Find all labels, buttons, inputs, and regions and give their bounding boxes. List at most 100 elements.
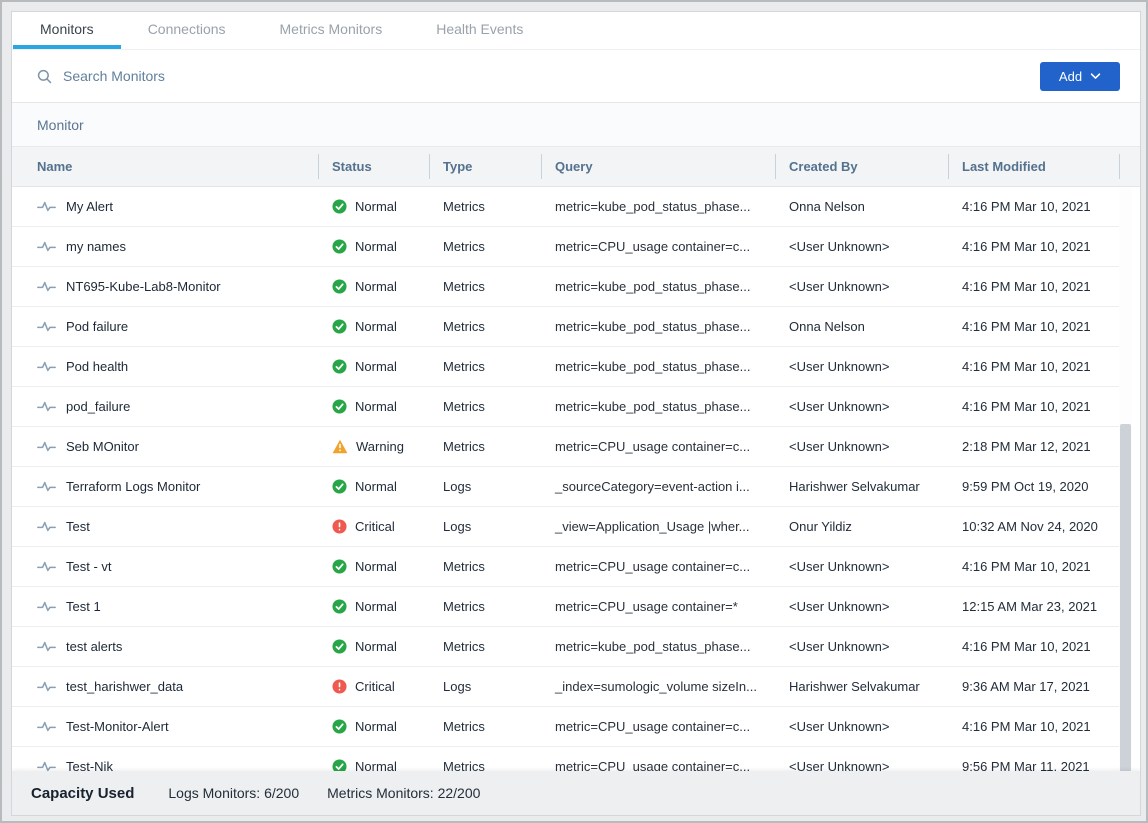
monitors-panel: Monitors Connections Metrics Monitors He… [11,11,1141,816]
status-cell: Critical [318,667,429,706]
query-cell: metric=kube_pod_status_phase... [555,319,751,334]
status-label: Normal [355,279,397,294]
created-by-cell: <User Unknown> [789,639,890,654]
table-row[interactable]: Test 1 Normal Metrics metric=CPU_usage c… [12,587,1120,627]
query-cell: metric=CPU_usage container=c... [555,719,751,734]
query-cell: metric=kube_pod_status_phase... [555,639,751,654]
table-row[interactable]: my names Normal Metrics metric=CPU_usage… [12,227,1120,267]
monitor-name: my names [66,239,126,254]
type-cell: Metrics [443,559,485,574]
pulse-icon [37,440,56,453]
monitor-name-cell: Test-Nik [12,747,318,786]
type-cell: Metrics [443,719,485,734]
search-input[interactable] [63,68,1040,84]
table-row[interactable]: Pod failure Normal Metrics metric=kube_p… [12,307,1120,347]
last-modified-cell: 4:16 PM Mar 10, 2021 [962,239,1091,254]
monitor-name-cell: my names [12,227,318,266]
table-row[interactable]: pod_failure Normal Metrics metric=kube_p… [12,387,1120,427]
last-modified-cell: 4:16 PM Mar 10, 2021 [962,199,1091,214]
column-header-type[interactable]: Type [429,147,541,186]
monitor-name: test_harishwer_data [66,679,184,694]
table-body: My Alert Normal Metrics metric=kube_pod_… [12,187,1120,787]
check-circle-icon [332,559,347,574]
table-row[interactable]: My Alert Normal Metrics metric=kube_pod_… [12,187,1120,227]
chevron-down-icon [1090,72,1101,80]
last-modified-cell: 9:36 AM Mar 17, 2021 [962,679,1090,694]
status-label: Normal [355,479,397,494]
pulse-icon [37,240,56,253]
monitor-name: Pod health [66,359,129,374]
type-cell: Metrics [443,399,485,414]
table-row[interactable]: test_harishwer_data Critical Logs _index… [12,667,1120,707]
created-by-cell: <User Unknown> [789,279,890,294]
status-cell: Critical [318,507,429,546]
query-cell: metric=CPU_usage container=* [555,599,738,614]
tab-connections[interactable]: Connections [147,21,226,37]
type-cell: Metrics [443,199,485,214]
table-row[interactable]: Test - vt Normal Metrics metric=CPU_usag… [12,547,1120,587]
table-header: Name Status Type Query Created By Last M… [12,147,1140,187]
monitor-name-cell: Test 1 [12,587,318,626]
tab-bar: Monitors Connections Metrics Monitors He… [12,12,1140,50]
last-modified-cell: 4:16 PM Mar 10, 2021 [962,639,1091,654]
pulse-icon [37,280,56,293]
tab-metrics-monitors[interactable]: Metrics Monitors [279,21,383,37]
type-cell: Logs [443,479,472,494]
pulse-icon [37,400,56,413]
type-cell: Metrics [443,759,485,774]
check-circle-icon [332,759,347,774]
column-header-name[interactable]: Name [37,159,73,174]
table-row[interactable]: Test-Monitor-Alert Normal Metrics metric… [12,707,1120,747]
query-cell: metric=kube_pod_status_phase... [555,279,751,294]
created-by-cell: <User Unknown> [789,719,890,734]
type-cell: Metrics [443,239,485,254]
table-row[interactable]: Pod health Normal Metrics metric=kube_po… [12,347,1120,387]
type-cell: Metrics [443,319,485,334]
query-cell: metric=kube_pod_status_phase... [555,399,751,414]
table-row[interactable]: Seb MOnitor Warning Metrics metric=CPU_u… [12,427,1120,467]
last-modified-cell: 4:16 PM Mar 10, 2021 [962,559,1091,574]
created-by-cell: Harishwer Selvakumar [789,679,920,694]
column-header-last-modified[interactable]: Last Modified [948,147,1120,186]
status-label: Warning [356,439,404,454]
monitor-name-cell: test alerts [12,627,318,666]
last-modified-cell: 2:18 PM Mar 12, 2021 [962,439,1091,454]
metrics-capacity-counter: Metrics Monitors: 22/200 [327,785,481,801]
monitor-name-cell: Pod failure [12,307,318,346]
created-by-cell: <User Unknown> [789,439,890,454]
last-modified-cell: 10:32 AM Nov 24, 2020 [962,519,1098,534]
vertical-scrollbar-thumb[interactable] [1120,424,1131,772]
table-row[interactable]: test alerts Normal Metrics metric=kube_p… [12,627,1120,667]
pulse-icon [37,640,56,653]
column-header-query[interactable]: Query [541,147,775,186]
query-cell: metric=CPU_usage container=c... [555,759,751,774]
table-row[interactable]: NT695-Kube-Lab8-Monitor Normal Metrics m… [12,267,1120,307]
type-cell: Metrics [443,439,485,454]
table-row[interactable]: Test Critical Logs _view=Application_Usa… [12,507,1120,547]
status-label: Critical [355,519,395,534]
add-button[interactable]: Add [1040,61,1120,91]
status-cell: Normal [318,627,429,666]
tab-health-events[interactable]: Health Events [436,21,524,37]
status-cell: Normal [318,387,429,426]
status-cell: Normal [318,747,429,786]
status-label: Normal [355,239,397,254]
pulse-icon [37,560,56,573]
column-header-status[interactable]: Status [318,147,429,186]
table-row[interactable]: Terraform Logs Monitor Normal Logs _sour… [12,467,1120,507]
column-header-created-by[interactable]: Created By [775,147,948,186]
tab-monitors[interactable]: Monitors [13,12,121,49]
monitor-name-cell: Terraform Logs Monitor [12,467,318,506]
query-cell: _view=Application_Usage |wher... [555,519,750,534]
pulse-icon [37,200,56,213]
capacity-footer: Capacity Used Logs Monitors: 6/200 Metri… [12,771,1140,815]
section-title: Monitor [12,103,1140,147]
monitor-name-cell: My Alert [12,187,318,226]
status-label: Normal [355,559,397,574]
created-by-cell: <User Unknown> [789,599,890,614]
pulse-icon [37,600,56,613]
status-cell: Normal [318,187,429,226]
vertical-scrollbar-track[interactable] [1119,188,1132,772]
query-cell: metric=kube_pod_status_phase... [555,359,751,374]
